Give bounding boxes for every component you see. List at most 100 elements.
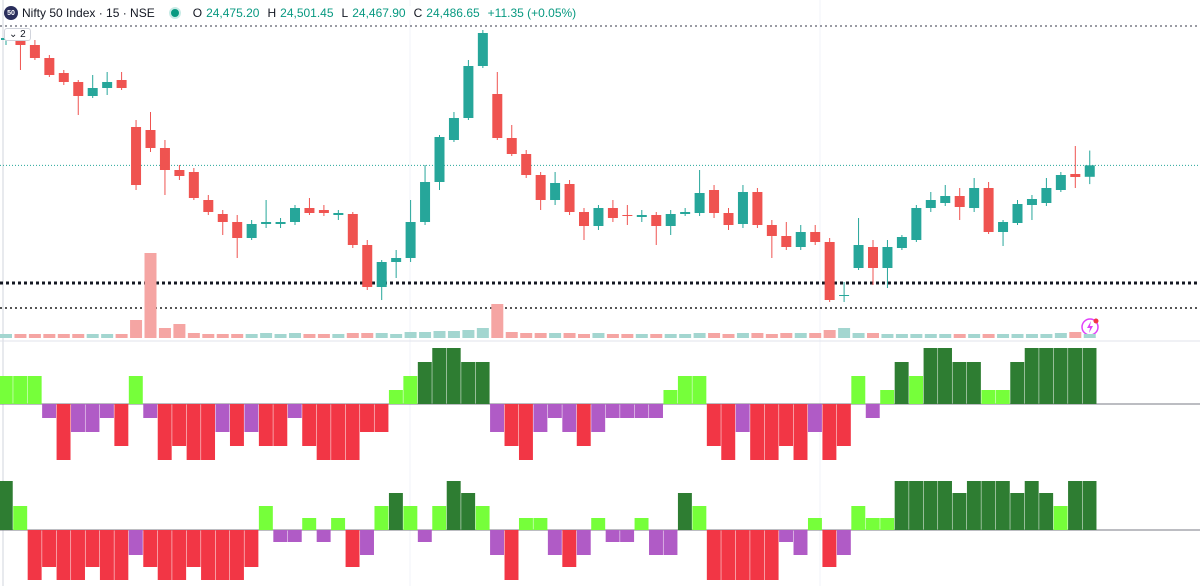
volume-bar bbox=[86, 334, 99, 338]
histogram-bar bbox=[157, 530, 172, 580]
histogram-bar bbox=[374, 404, 389, 432]
volume-bar bbox=[43, 334, 56, 338]
histogram-bar bbox=[316, 404, 331, 460]
candle-body bbox=[217, 214, 228, 222]
volume-bar bbox=[780, 333, 793, 338]
status-dot bbox=[168, 7, 181, 19]
histogram-bar bbox=[1068, 481, 1083, 530]
candle-body bbox=[723, 213, 734, 225]
alert-icon[interactable] bbox=[1081, 318, 1099, 336]
histogram-bar bbox=[244, 530, 259, 567]
histogram-bar bbox=[432, 506, 447, 530]
candle-body bbox=[911, 208, 922, 240]
histogram-bar bbox=[201, 404, 216, 460]
histogram-bar bbox=[981, 481, 996, 530]
histogram-bar bbox=[114, 530, 129, 580]
symbol-badge: 50 bbox=[4, 6, 18, 20]
change: +11.35 (+0.05%) bbox=[487, 6, 577, 20]
volume-bar bbox=[838, 328, 851, 338]
histogram-bar bbox=[143, 530, 158, 567]
histogram-bar bbox=[938, 481, 952, 530]
histogram-bar bbox=[750, 530, 765, 580]
volume-bar bbox=[722, 334, 735, 338]
volume-bar bbox=[809, 333, 822, 338]
histogram-bar bbox=[1039, 348, 1054, 404]
histogram-bar bbox=[1010, 362, 1025, 404]
histogram-bar bbox=[42, 404, 57, 418]
volume-bar bbox=[953, 334, 966, 338]
volume-bar bbox=[476, 328, 489, 338]
volume-bar bbox=[578, 334, 590, 338]
candle-body bbox=[766, 225, 777, 236]
candle-body bbox=[680, 212, 691, 214]
volume-bar bbox=[736, 333, 749, 338]
volume-bar bbox=[982, 334, 995, 338]
symbol-title[interactable]: Nifty 50 Index · 15 · NSE bbox=[22, 6, 155, 20]
histogram-bar bbox=[461, 493, 476, 530]
candle-body bbox=[665, 214, 676, 226]
candle-body bbox=[839, 295, 850, 296]
ohlc-key: O bbox=[192, 6, 203, 20]
histogram-bar bbox=[273, 404, 288, 446]
histogram-bar bbox=[966, 362, 981, 404]
candle-body bbox=[87, 88, 98, 96]
histogram-bar bbox=[85, 530, 100, 567]
histogram-bar bbox=[735, 530, 750, 580]
candle-body bbox=[521, 154, 532, 175]
candle-body bbox=[636, 215, 647, 217]
histogram-bar bbox=[287, 530, 302, 542]
histogram-bar bbox=[909, 481, 924, 530]
histogram-bar bbox=[490, 530, 505, 555]
volume-bar bbox=[1011, 334, 1024, 338]
volume-bar bbox=[664, 334, 677, 338]
histogram-bar bbox=[779, 404, 794, 446]
histogram-bar bbox=[735, 404, 750, 432]
histogram-bar bbox=[302, 518, 317, 530]
volume-bar bbox=[751, 333, 764, 338]
volume-bar bbox=[14, 334, 27, 338]
histogram-bar bbox=[417, 362, 432, 404]
histogram-bar bbox=[750, 404, 765, 460]
histogram-bar bbox=[446, 481, 461, 530]
histogram-bar bbox=[417, 530, 432, 542]
histogram-bar bbox=[692, 506, 707, 530]
histogram-bar bbox=[27, 530, 42, 580]
histogram-bar bbox=[562, 530, 577, 567]
candle-body bbox=[564, 184, 575, 212]
histogram-bar bbox=[620, 530, 635, 542]
histogram-bar bbox=[793, 404, 808, 460]
volume-bar bbox=[895, 334, 908, 338]
candle-body bbox=[853, 245, 864, 268]
histogram-bar bbox=[388, 390, 403, 404]
histogram-bar bbox=[952, 362, 967, 404]
volume-bar bbox=[520, 333, 533, 338]
histogram-bar bbox=[258, 506, 273, 530]
volume-bar bbox=[419, 332, 432, 338]
candle-body bbox=[983, 188, 994, 232]
volume-bar bbox=[765, 334, 778, 338]
candle-body bbox=[506, 138, 517, 154]
histogram-bar bbox=[952, 493, 967, 530]
volume-bar bbox=[332, 334, 345, 338]
ohlc-key: C bbox=[413, 6, 423, 20]
histogram-bar bbox=[56, 530, 71, 580]
histogram-bar bbox=[331, 404, 346, 460]
volume-bar bbox=[101, 334, 114, 338]
volume-bar bbox=[447, 331, 460, 338]
histogram-bar bbox=[201, 530, 216, 580]
candle-body bbox=[492, 94, 503, 138]
histogram-bar bbox=[576, 530, 591, 555]
histogram-bar bbox=[1010, 493, 1025, 530]
histogram-bar bbox=[71, 530, 85, 580]
histogram-bar bbox=[1024, 481, 1039, 530]
candle-body bbox=[102, 82, 113, 88]
candle-body bbox=[579, 212, 589, 226]
volume-bar bbox=[158, 328, 171, 338]
volume-bar bbox=[72, 334, 85, 338]
histogram-bar bbox=[779, 530, 794, 542]
pane-toggle[interactable]: ⌄ 2 bbox=[4, 28, 31, 41]
candle-body bbox=[15, 38, 26, 45]
volume-bar bbox=[130, 320, 143, 338]
histogram-bar bbox=[461, 362, 476, 404]
candle-body bbox=[969, 188, 980, 208]
